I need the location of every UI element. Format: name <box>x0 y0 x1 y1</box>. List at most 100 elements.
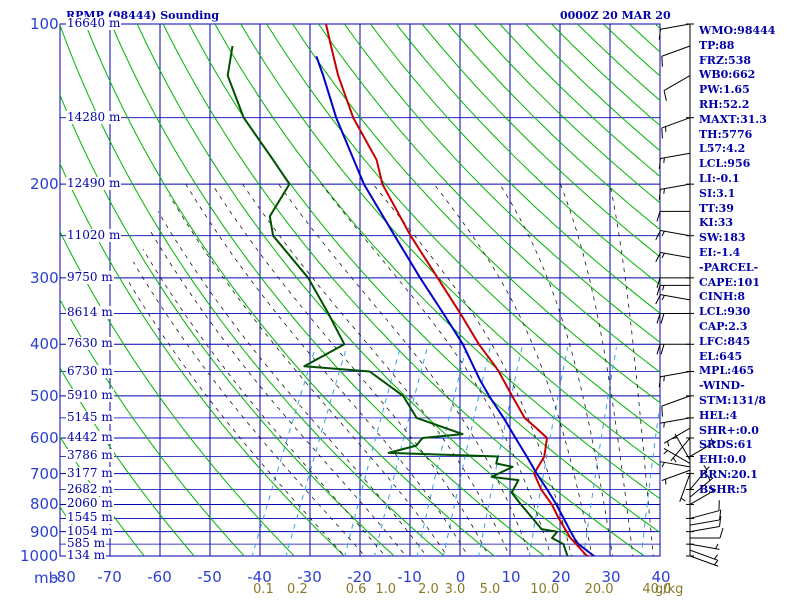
dry-adiabat <box>60 298 245 556</box>
wind-barb <box>655 252 691 263</box>
wind-barb <box>689 438 717 457</box>
wind-barb <box>661 117 691 139</box>
wind-barb <box>689 500 720 519</box>
mixing-ratio-tick-label: 0.2 <box>287 582 308 597</box>
index-row: RH:52.2 <box>699 97 750 111</box>
moist-adiabat <box>169 195 448 556</box>
moist-adiabat <box>609 184 654 556</box>
temperature-tick-label: -30 <box>297 568 322 586</box>
wind-barb <box>656 210 690 222</box>
wind-barb <box>658 152 691 169</box>
mixing-ratio-tick-label: 0.6 <box>345 582 367 597</box>
height-label: 585 m <box>66 536 107 551</box>
dry-adiabat <box>84 24 496 556</box>
dry-adiabat <box>60 162 346 556</box>
dry-adiabat <box>266 24 660 435</box>
height-label: 5910 m <box>66 387 114 402</box>
pressure-tick-label: 500 <box>30 386 59 405</box>
temperature-trace <box>325 24 596 556</box>
index-row: FRZ:538 <box>699 53 752 67</box>
wind-barb <box>658 23 691 40</box>
index-row: LCL:930 <box>699 305 751 319</box>
mixing-ratio-unit-label: g/kg <box>655 582 684 597</box>
mixing-ratio-tick-label: 1.0 <box>375 582 397 597</box>
index-row: L57:4.2 <box>699 142 746 156</box>
height-label: 11020 m <box>66 227 122 242</box>
temperature-tick-label: 20 <box>551 568 571 586</box>
pressure-tick-label: 300 <box>30 268 59 287</box>
index-row: LFC:845 <box>699 334 751 348</box>
dry-adiabat <box>292 24 660 404</box>
temperature-tick-label: -70 <box>97 568 122 586</box>
index-row: SHR+:0.0 <box>699 423 759 437</box>
wind-barb <box>660 417 691 428</box>
index-row: WB0:662 <box>699 68 756 82</box>
mixing-ratio-line <box>344 347 401 556</box>
index-row: BSHR:5 <box>699 482 748 496</box>
wind-barb <box>655 294 691 305</box>
moist-adiabat <box>433 183 593 556</box>
index-row: SI:3.1 <box>699 186 736 200</box>
chart-datetime: 0000Z 20 MAR 20 <box>560 9 671 22</box>
index-row: MAXT:31.3 <box>699 112 767 126</box>
wind-barb <box>661 469 691 485</box>
dry-adiabat <box>395 24 660 286</box>
height-label: 3177 m <box>66 465 114 480</box>
mixing-ratio-line <box>373 347 428 556</box>
index-row: EHI:0.0 <box>699 453 747 467</box>
mixing-ratio-tick-label: 5.0 <box>479 582 501 597</box>
dry-adiabat <box>136 24 596 556</box>
index-row: TH:5776 <box>699 127 753 141</box>
mixing-ratio-tick-label: 0.1 <box>253 582 274 597</box>
wind-barb <box>689 464 710 490</box>
mixing-ratio-tick-label: 20.0 <box>584 582 614 597</box>
index-row: TT:39 <box>699 201 734 215</box>
index-row: HEL:4 <box>699 408 738 422</box>
index-row: LCL:956 <box>699 157 751 171</box>
mixing-ratio-line <box>285 347 348 556</box>
height-label: 12490 m <box>66 176 122 191</box>
mixing-ratio-line <box>251 347 316 556</box>
dry-adiabat <box>60 24 446 556</box>
index-row: PW:1.65 <box>699 83 750 97</box>
temperature-tick-label: -40 <box>247 568 272 586</box>
mixing-ratio-line <box>416 347 467 556</box>
index-panel: WMO:98444 TP:88 FRZ:538 WB0:662 PW:1.65 RH:52… <box>699 24 799 498</box>
mixing-ratio-line <box>528 347 569 556</box>
pressure-tick-label: 200 <box>30 175 59 194</box>
isobar-isotherm-grid <box>59 23 661 557</box>
index-row: CAP:2.3 <box>699 319 748 333</box>
height-label: 3786 m <box>66 448 114 463</box>
dry-adiabat <box>60 93 396 556</box>
index-row: KI:33 <box>699 216 734 230</box>
index-row: BRN:20.1 <box>699 467 758 481</box>
index-row: MPL:465 <box>699 364 755 378</box>
temperature-tick-label: 10 <box>501 568 521 586</box>
dry-adiabat <box>214 24 660 500</box>
dry-adiabat <box>188 24 660 534</box>
wind-barb <box>661 395 691 417</box>
parcel-trace <box>315 55 597 556</box>
index-row: CINH:8 <box>699 290 746 304</box>
wind-barbs-column <box>655 23 724 567</box>
moist-adiabat <box>499 183 614 556</box>
pressure-tick-label: 900 <box>30 522 59 541</box>
mixing-ratio-tick-label: 10.0 <box>530 582 560 597</box>
height-label: 6730 m <box>66 363 114 378</box>
pressure-tick-label: 1000 <box>20 547 59 565</box>
moist-adiabats <box>125 183 654 556</box>
dry-adiabat <box>60 230 295 556</box>
dry-adiabat <box>421 24 660 258</box>
wind-barb <box>689 543 720 550</box>
moist-adiabat <box>149 230 407 556</box>
temperature-tick-label: -60 <box>147 568 172 586</box>
wind-barb <box>689 555 719 567</box>
pressure-tick-label: 600 <box>30 428 59 447</box>
dry-adiabat <box>60 435 145 556</box>
wind-barb <box>655 230 691 241</box>
wind-barb <box>679 473 691 502</box>
index-row: EI:-1.4 <box>699 245 741 259</box>
temperature-tick-label: 0 <box>455 568 466 586</box>
